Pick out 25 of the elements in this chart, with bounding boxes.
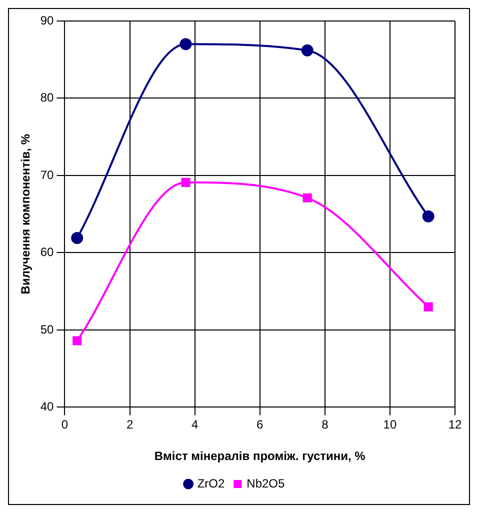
x-tick-label: 0 (61, 418, 68, 432)
y-tick-label: 70 (40, 168, 54, 182)
x-tick-label: 10 (383, 418, 397, 432)
point (180, 38, 192, 50)
x-axis-title: Вміст мінералів проміж. густини, % (154, 449, 366, 464)
y-tick-label: 50 (40, 322, 54, 336)
legend-label: ZrO2 (197, 476, 225, 490)
x-tick-label: 12 (448, 418, 462, 432)
x-tick-label: 8 (322, 418, 329, 432)
point (181, 178, 190, 187)
x-tick-label: 6 (256, 418, 264, 432)
point (424, 302, 433, 312)
point (422, 210, 434, 222)
y-tick-label: 90 (40, 13, 54, 28)
x-tick-label: 4 (191, 418, 198, 432)
y-tick-label: 60 (40, 245, 54, 260)
point (302, 193, 312, 202)
x-tick-label: 2 (126, 418, 134, 432)
point (72, 336, 82, 346)
point (71, 232, 84, 244)
legend-label: Nb2O5 (246, 476, 286, 490)
y-tick-label: 80 (40, 90, 54, 105)
y-axis-title: Вилучення компонентів, % (18, 134, 33, 294)
point (301, 44, 314, 56)
y-tick-label: 40 (40, 400, 54, 414)
